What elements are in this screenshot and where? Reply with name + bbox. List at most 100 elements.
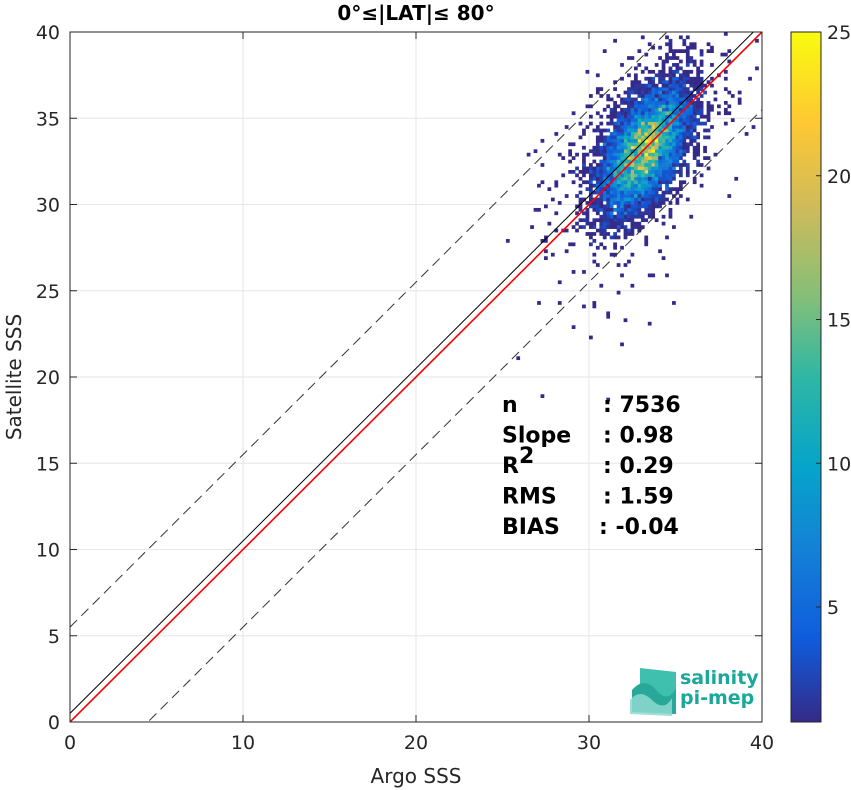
density-cell <box>682 111 687 116</box>
density-cell <box>658 56 662 60</box>
density-cell <box>723 111 728 116</box>
density-cell <box>533 207 538 212</box>
density-cell <box>727 49 732 53</box>
density-cell <box>665 97 669 102</box>
density-cell <box>723 107 728 112</box>
density-cell <box>658 111 662 116</box>
density-cell <box>613 194 617 198</box>
density-cell <box>668 149 673 154</box>
density-cell <box>623 132 628 136</box>
density-cell <box>633 187 638 191</box>
density-cell <box>640 35 645 40</box>
density-cell <box>568 149 572 154</box>
density-cell <box>658 97 662 102</box>
density-cell <box>637 149 642 154</box>
density-cell <box>620 221 624 226</box>
colorbar-tick-label: 15 <box>827 310 851 332</box>
density-cell <box>665 114 669 119</box>
density-cell <box>682 128 687 133</box>
density-cell <box>651 211 656 216</box>
density-cell <box>616 125 621 129</box>
density-cell <box>658 128 662 133</box>
density-cell <box>651 111 656 116</box>
density-cell <box>602 145 607 150</box>
density-cell <box>613 207 617 212</box>
density-cell <box>665 190 669 195</box>
density-cell <box>606 149 611 154</box>
density-cell <box>689 80 694 85</box>
density-cell <box>595 152 600 157</box>
density-cell <box>661 256 666 260</box>
density-cell <box>616 138 621 143</box>
density-cell <box>633 201 638 205</box>
density-cell <box>647 94 652 98</box>
density-cell <box>706 166 711 171</box>
density-cell <box>602 225 607 229</box>
density-cell <box>568 152 572 157</box>
x-tick-label: 0 <box>64 732 76 754</box>
density-cell <box>620 194 624 198</box>
density-cell <box>678 97 683 102</box>
density-cell <box>613 104 617 109</box>
density-cell <box>647 118 652 122</box>
density-cell <box>647 114 652 119</box>
density-cell <box>696 111 701 116</box>
density-cell <box>609 170 614 174</box>
density-cell <box>623 97 628 102</box>
density-cell <box>699 49 704 53</box>
density-cell <box>620 125 624 129</box>
density-cell <box>668 104 673 109</box>
density-cell <box>595 142 600 147</box>
density-cell <box>723 32 728 36</box>
density-cell <box>578 201 583 205</box>
density-cell <box>651 101 656 105</box>
density-cell <box>585 180 590 185</box>
density-cell <box>609 214 614 219</box>
density-cell <box>640 83 645 88</box>
density-cell <box>672 145 676 150</box>
density-cell <box>633 152 638 157</box>
density-cell <box>633 221 638 226</box>
density-cell <box>613 149 617 154</box>
density-cell <box>602 142 607 147</box>
density-cell <box>689 97 694 102</box>
density-cell <box>651 104 656 109</box>
density-cell <box>651 152 656 157</box>
density-cell <box>675 135 680 140</box>
density-cell <box>644 101 649 105</box>
density-cell <box>647 90 652 95</box>
density-cell <box>665 156 669 160</box>
density-cell <box>658 80 662 85</box>
density-cell <box>654 197 659 202</box>
density-cell <box>613 187 617 191</box>
density-cell <box>672 107 676 112</box>
density-cell <box>589 190 593 195</box>
density-cell <box>672 83 676 88</box>
density-cell <box>544 204 548 209</box>
density-cell <box>685 35 690 40</box>
density-cell <box>696 135 701 140</box>
density-cell <box>699 63 704 67</box>
density-cell <box>672 301 676 305</box>
density-cell <box>609 111 614 116</box>
density-cell <box>675 121 680 126</box>
density-cell <box>682 145 687 150</box>
density-cell <box>589 176 593 181</box>
density-cell <box>644 156 649 160</box>
density-cell <box>627 73 631 78</box>
density-cell <box>685 63 690 67</box>
density-cell <box>599 180 604 185</box>
density-cell <box>640 142 645 147</box>
density-cell <box>668 152 673 157</box>
density-cell <box>637 22 641 26</box>
density-cell <box>685 128 690 133</box>
density-cell <box>585 218 590 223</box>
density-cell <box>606 173 611 178</box>
density-cell <box>571 111 576 116</box>
density-cell <box>627 166 631 171</box>
density-cell <box>640 197 645 202</box>
density-cell <box>706 80 711 85</box>
density-cell <box>537 207 541 212</box>
density-cell <box>526 152 531 157</box>
density-cell <box>661 104 666 109</box>
